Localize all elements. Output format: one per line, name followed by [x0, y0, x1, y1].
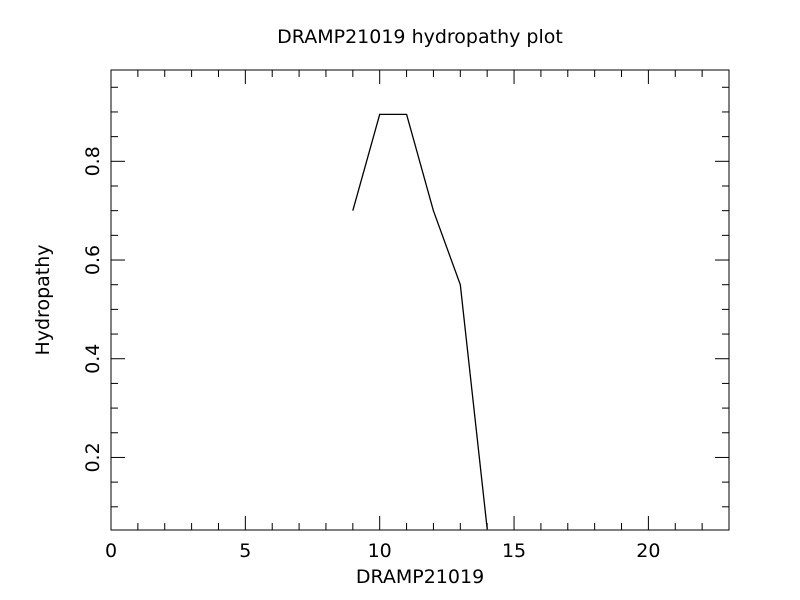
x-tick-label: 0 — [105, 540, 117, 562]
y-tick-label: 0.6 — [82, 245, 104, 275]
chart-title: DRAMP21019 hydropathy plot — [277, 26, 563, 48]
x-tick-label: 10 — [368, 540, 392, 562]
y-axis-label: Hydropathy — [32, 244, 54, 355]
x-tick-label: 15 — [502, 540, 526, 562]
y-tick-label: 0.2 — [82, 442, 104, 472]
y-axis-ticks — [111, 86, 729, 508]
x-tick-label: 5 — [239, 540, 251, 562]
y-tick-labels: 0.2 0.4 0.6 0.8 — [82, 146, 104, 472]
y-tick-label: 0.8 — [82, 146, 104, 176]
y-tick-label: 0.4 — [82, 344, 104, 374]
plot-frame — [110, 69, 730, 531]
x-tick-label: 20 — [636, 540, 660, 562]
x-tick-labels: 0 5 10 15 20 — [105, 540, 661, 562]
series-layer — [352, 113, 488, 530]
x-axis-ticks — [110, 70, 730, 530]
hydropathy-series-line — [352, 113, 488, 530]
x-axis-label: DRAMP21019 — [356, 566, 484, 588]
